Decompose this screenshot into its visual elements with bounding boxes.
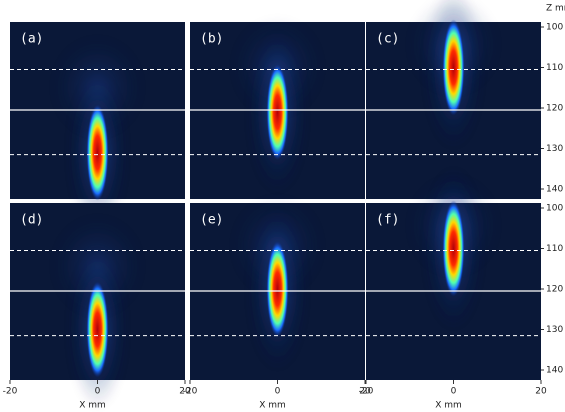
- beam-haze: [52, 37, 143, 138]
- y-tick-label: 120: [546, 285, 563, 295]
- focal-spot: [442, 200, 465, 297]
- y-tick-label: 100: [546, 23, 563, 33]
- x-tick-label: 0: [275, 387, 281, 397]
- y-tick-label: 130: [546, 144, 563, 154]
- focal-spot: [266, 64, 289, 161]
- panel-label: (a): [20, 32, 43, 47]
- panel-label: (e): [200, 213, 223, 228]
- y-axis-label: Z mm: [546, 4, 565, 14]
- y-tick-label: 100: [546, 204, 563, 214]
- y-tick-label: 110: [546, 244, 563, 254]
- x-tick-label: 0: [95, 387, 101, 397]
- focal-spot: [442, 19, 465, 116]
- y-tick-label: 110: [546, 63, 563, 73]
- focal-spot: [86, 104, 109, 201]
- focal-spot: [266, 241, 289, 337]
- x-tick-label: 20: [359, 387, 371, 397]
- x-tick-label: -20: [3, 387, 18, 397]
- x-tick-label: -20: [183, 387, 198, 397]
- x-tick-label: -20: [359, 387, 374, 397]
- panel-label: (d): [20, 213, 43, 228]
- y-tick-label: 140: [546, 185, 563, 195]
- y-tick-label: 120: [546, 104, 563, 114]
- x-axis-label: X mm: [79, 401, 106, 411]
- y-tick-label: 130: [546, 325, 563, 335]
- x-tick-label: 0: [451, 387, 457, 397]
- panel-label: (c): [376, 32, 399, 47]
- panel-label: (f): [376, 213, 399, 228]
- panel-label: (b): [200, 32, 223, 47]
- focal-spot: [86, 281, 109, 378]
- x-tick-label: 20: [179, 387, 191, 397]
- x-axis-label: X mm: [435, 401, 462, 411]
- y-tick-label: 140: [546, 366, 563, 376]
- x-axis-label: X mm: [259, 401, 286, 411]
- x-tick-label: 20: [535, 387, 547, 397]
